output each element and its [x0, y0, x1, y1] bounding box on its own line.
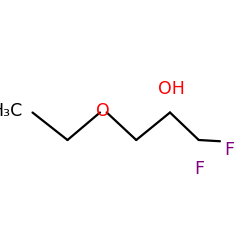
Text: F: F: [224, 141, 234, 159]
Text: OH: OH: [158, 80, 185, 98]
Text: O: O: [96, 102, 110, 120]
Text: F: F: [194, 160, 204, 178]
Text: H₃C: H₃C: [0, 102, 22, 120]
